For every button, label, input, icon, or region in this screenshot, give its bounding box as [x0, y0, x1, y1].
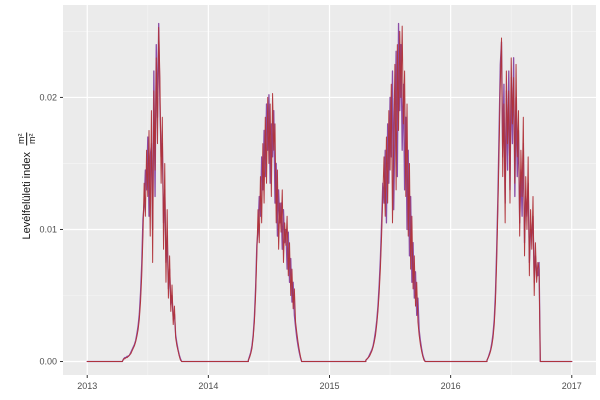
- y-axis-title: Levélfelületi index m² m²: [16, 132, 38, 240]
- y-axis-unit-denominator: m²: [27, 133, 38, 145]
- x-tick-label: 2014: [198, 381, 218, 391]
- x-tick-label: 2015: [319, 381, 339, 391]
- y-tick-label: 0.02: [39, 92, 57, 102]
- x-tick-label: 2017: [562, 381, 582, 391]
- y-tick-label: 0.01: [39, 224, 57, 234]
- red-series-line: [86, 25, 573, 363]
- x-tick-label: 2013: [77, 381, 97, 391]
- y-tick-label: 0.00: [39, 357, 57, 367]
- y-axis-unit-fraction: m² m²: [16, 132, 38, 146]
- y-axis-unit-numerator: m²: [16, 132, 28, 146]
- y-axis-title-text: Levélfelületi index: [21, 152, 33, 240]
- x-tick-label: 2016: [441, 381, 461, 391]
